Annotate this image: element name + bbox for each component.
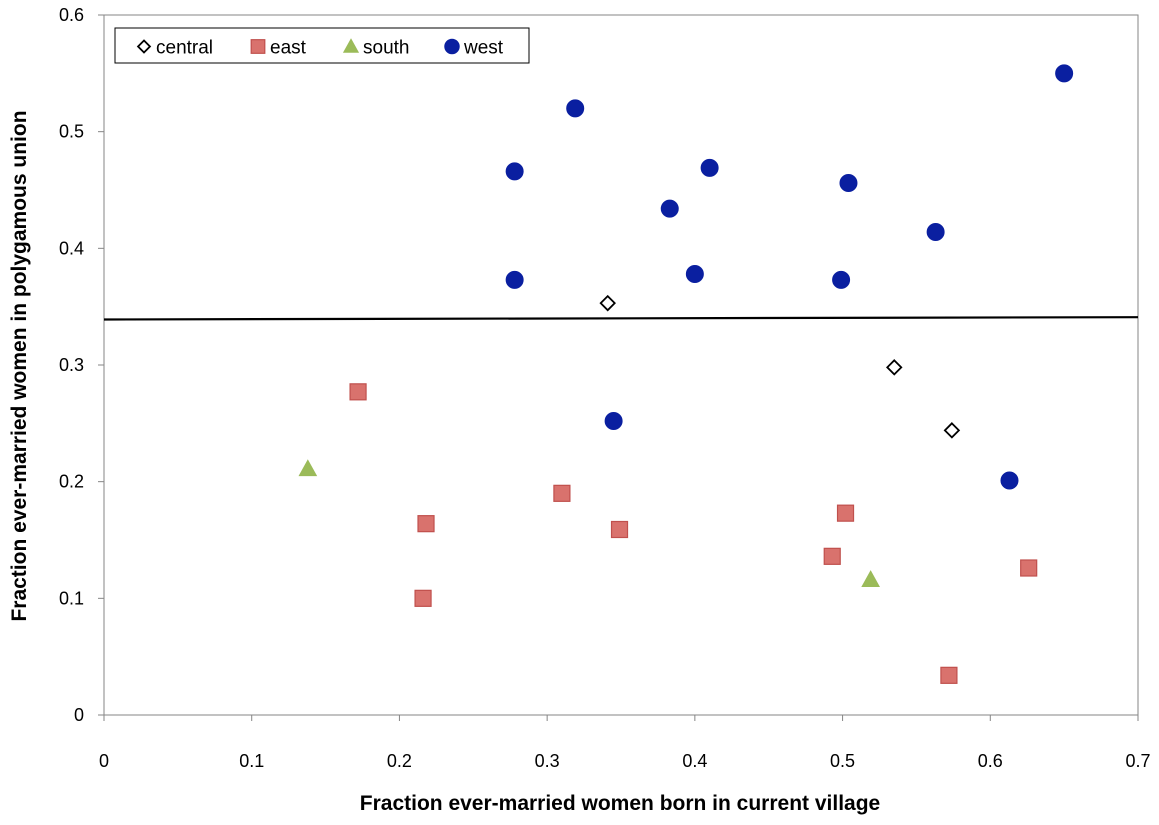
reference-line-layer: [103, 316, 1139, 321]
data-point-west: [660, 199, 679, 218]
series-south: [298, 459, 880, 587]
data-point-east: [836, 504, 855, 522]
x-tick-label: 0.3: [535, 751, 560, 771]
data-point-west: [1000, 471, 1019, 490]
x-axis-ticks: 0 0.1 0.2 0.3 0.4 0.5 0.6 0.7: [99, 715, 1151, 771]
y-axis-ticks: 0 0.1 0.2 0.3 0.4 0.5 0.6: [59, 5, 104, 725]
data-point-east: [1020, 559, 1038, 577]
series-west: [505, 64, 1074, 490]
series-central: [599, 294, 961, 439]
legend-label-central: central: [156, 38, 213, 59]
data-point-east: [349, 383, 367, 401]
y-axis-title: Fraction ever-married women in polygamou…: [8, 110, 31, 621]
data-point-west: [839, 174, 858, 192]
x-tick-label: 0.5: [830, 751, 855, 771]
data-point-west: [926, 223, 945, 241]
data-point-west: [700, 158, 719, 177]
y-tick-label: 0.3: [59, 355, 84, 375]
legend-marker-central: [136, 39, 152, 54]
y-tick-label: 0.6: [59, 5, 84, 25]
legend-marker-east: [250, 39, 266, 54]
data-point-south: [298, 459, 318, 477]
y-tick-label: 0.4: [59, 238, 84, 258]
data-point-west: [1055, 64, 1074, 83]
data-point-east: [610, 520, 629, 539]
data-markers: [298, 64, 1074, 684]
data-point-west: [505, 270, 524, 289]
x-tick-label: 0.4: [682, 751, 707, 771]
data-point-east: [823, 547, 841, 565]
plot-area: [103, 14, 1139, 716]
data-point-central: [885, 359, 903, 376]
y-tick-label: 0.5: [59, 122, 84, 142]
legend-label-south: south: [363, 38, 409, 59]
y-tick-label: 0.1: [59, 588, 84, 608]
y-tick-label: 0: [74, 705, 84, 725]
x-tick-label: 0.6: [978, 751, 1003, 771]
x-tick-label: 0.1: [239, 751, 264, 771]
x-tick-label: 0: [99, 751, 109, 771]
legend-box: [114, 27, 530, 64]
data-point-south: [861, 570, 880, 587]
legend-marker-south: [342, 38, 360, 53]
series-east: [349, 383, 1038, 684]
data-point-east: [414, 589, 432, 607]
plot-frame: [103, 14, 1139, 716]
data-point-west: [685, 265, 704, 283]
data-point-east: [940, 666, 958, 684]
data-point-east: [553, 484, 571, 502]
data-point-west: [505, 162, 524, 181]
reference-line: [103, 316, 1139, 321]
data-point-west: [566, 99, 585, 118]
x-axis-title: Fraction ever-married women born in curr…: [360, 792, 880, 815]
data-point-east: [417, 515, 435, 533]
data-point-central: [943, 422, 961, 439]
legend-label-west: west: [463, 38, 504, 59]
legend: central east south west: [114, 27, 530, 64]
y-tick-label: 0.2: [59, 472, 84, 492]
x-tick-label: 0.7: [1125, 751, 1150, 771]
data-point-west: [604, 412, 623, 430]
legend-marker-west: [444, 38, 460, 55]
data-point-central: [599, 294, 616, 312]
legend-label-east: east: [270, 38, 307, 59]
data-point-west: [832, 270, 851, 289]
x-tick-label: 0.2: [387, 751, 412, 771]
